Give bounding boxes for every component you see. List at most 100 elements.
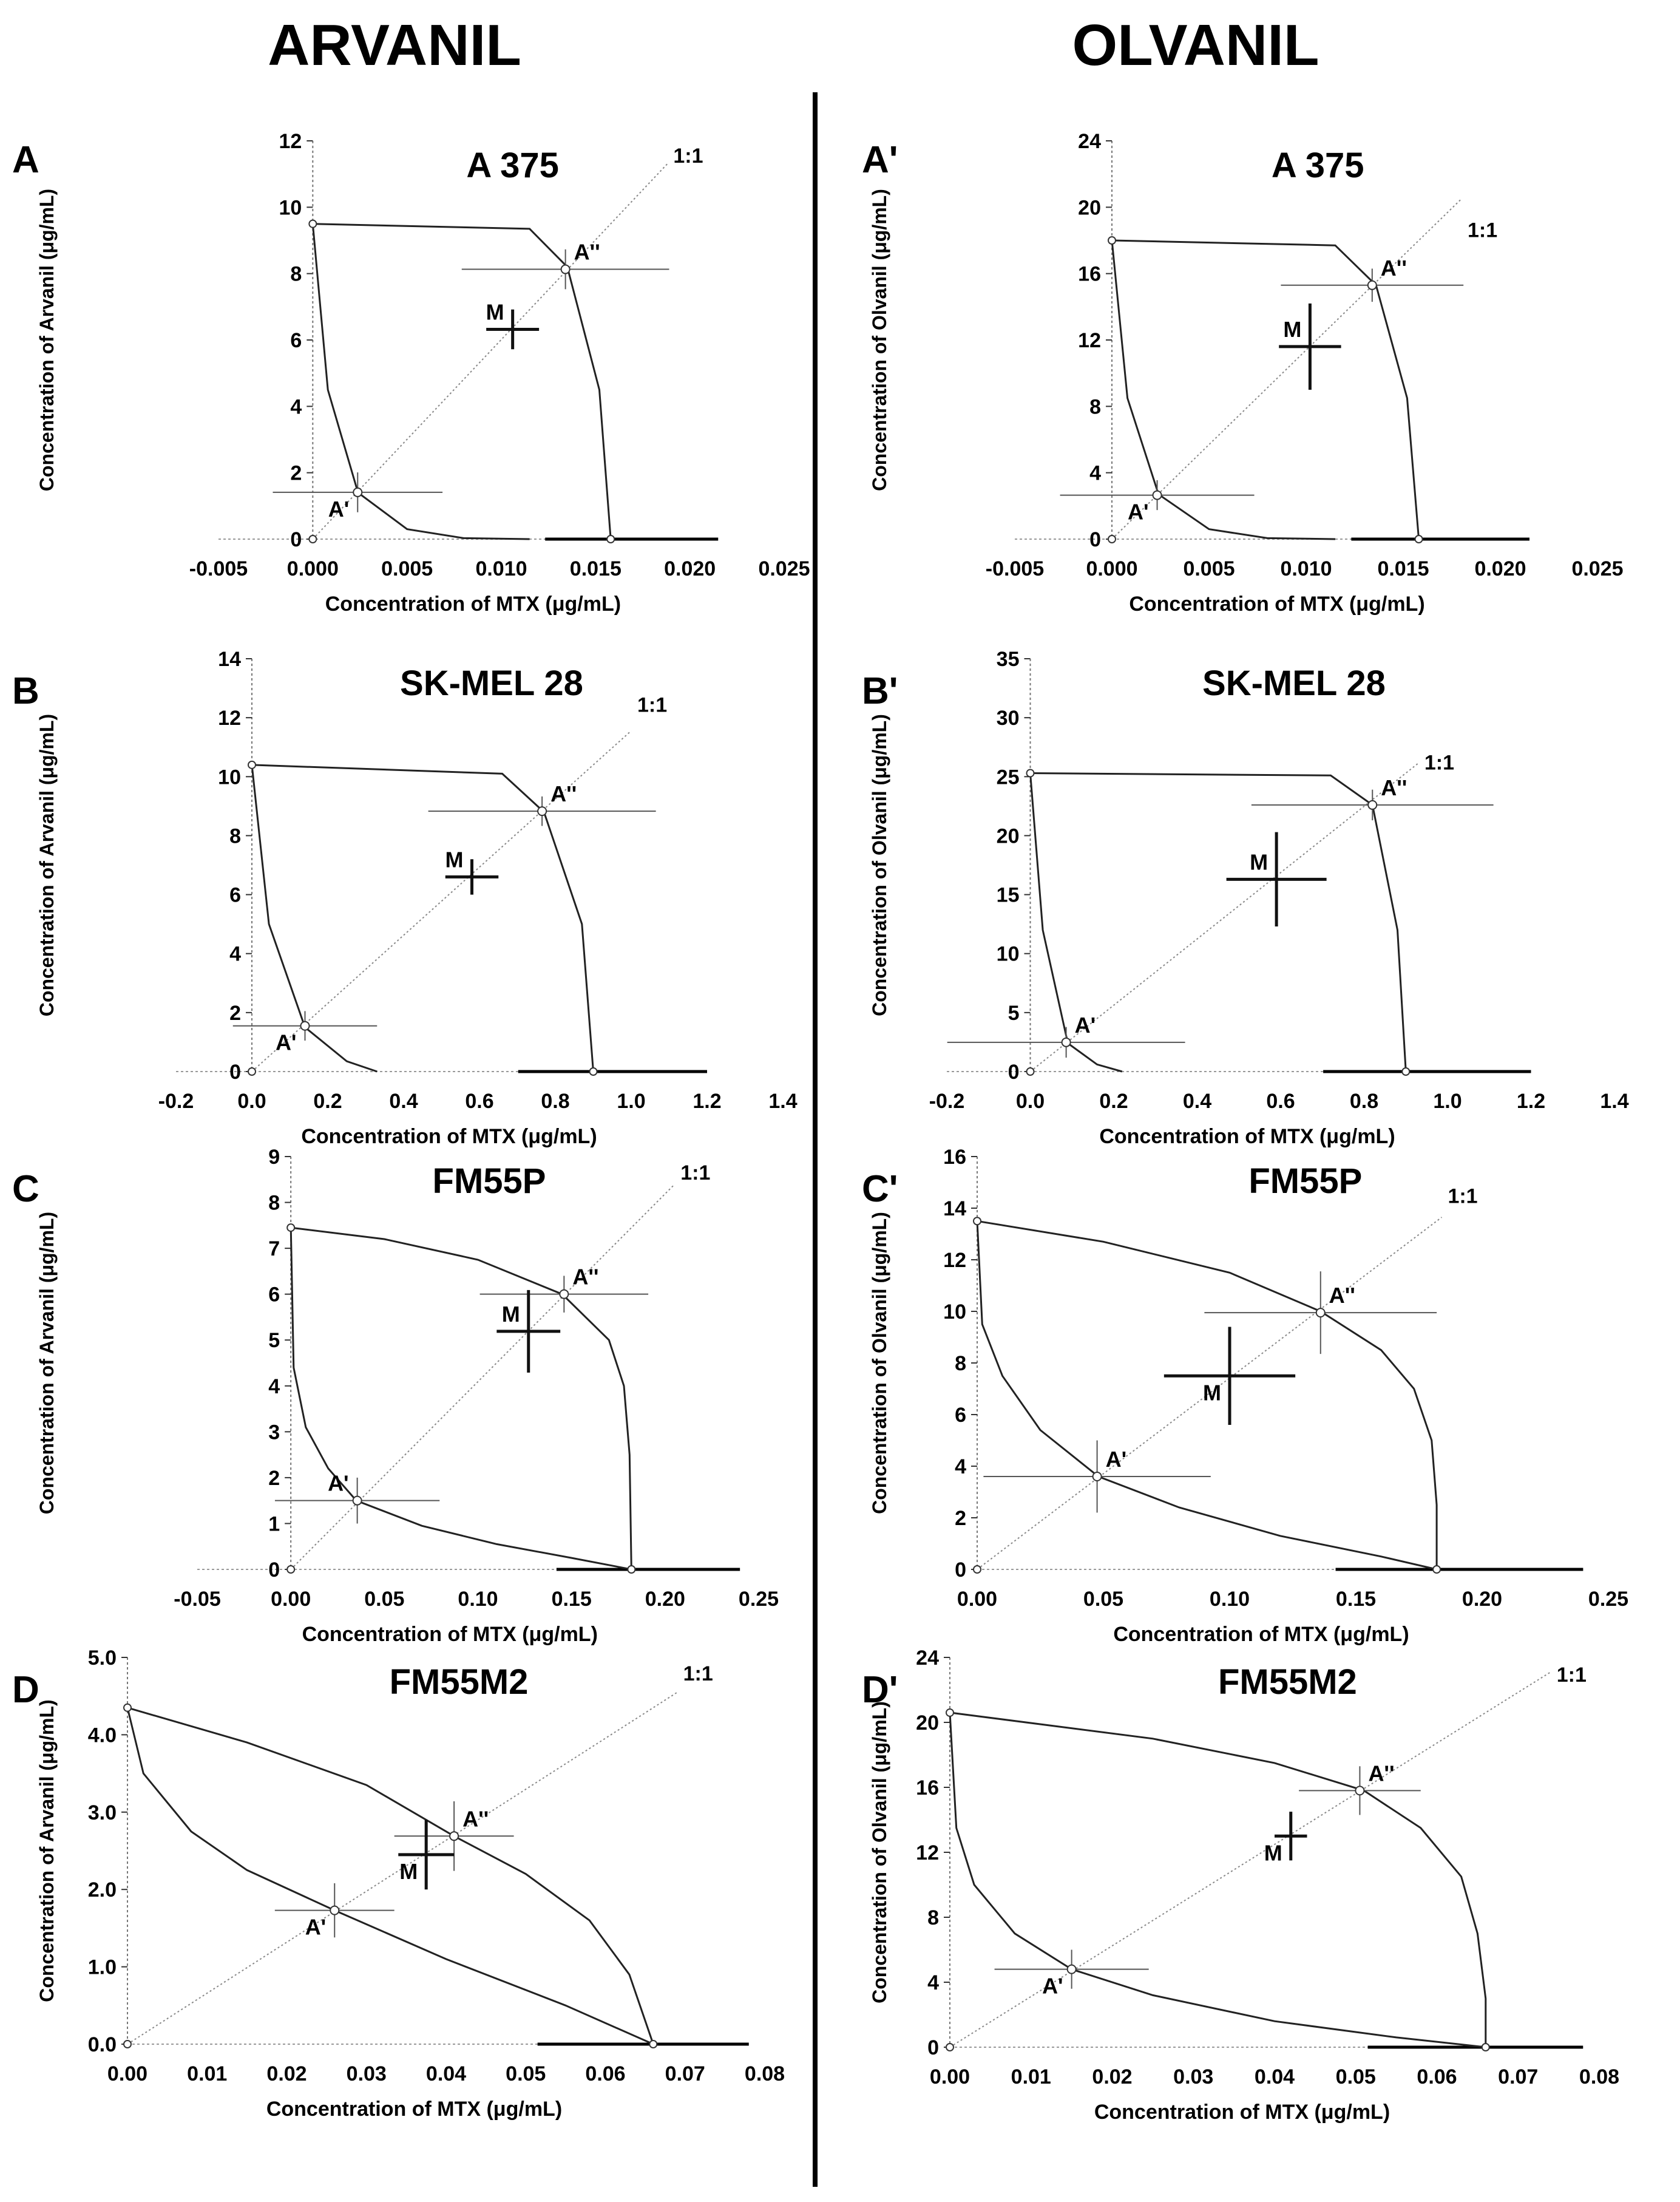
y-tick-label: 16 <box>916 1776 939 1799</box>
x-tick-label: 1.0 <box>617 1090 645 1113</box>
x-axis-title: Concentration of MTX (μg/mL) <box>1129 593 1424 616</box>
data-point <box>559 1289 569 1299</box>
x-tick-label: 0.07 <box>1498 2065 1538 2088</box>
x-tick-label: 0.25 <box>1588 1588 1628 1611</box>
x-axis-title: Concentration of MTX (μg/mL) <box>325 593 621 616</box>
y-tick-label: 14 <box>218 648 241 671</box>
x-tick-label: 0.00 <box>107 2062 147 2085</box>
column-divider <box>813 92 818 2187</box>
point-label: A' <box>328 1471 349 1496</box>
ed50-arvanil-point <box>123 1703 132 1712</box>
x-tick-label: 0.015 <box>570 557 622 580</box>
panel-label: B' <box>862 670 898 712</box>
x-tick-label: 0.000 <box>287 557 339 580</box>
point-label: M <box>1283 317 1301 342</box>
y-tick-label: 9 <box>268 1146 280 1169</box>
x-tick-label: 0.15 <box>552 1588 592 1611</box>
y-tick-label: 3 <box>268 1421 280 1444</box>
x-tick-label: 0.01 <box>1011 2065 1051 2088</box>
chart-title: SK-MEL 28 <box>400 664 583 703</box>
additivity-isobole-upper <box>977 1220 1438 1569</box>
y-tick-label: 0 <box>955 1558 966 1582</box>
origin-point <box>1026 1067 1035 1076</box>
point-label: A'' <box>1381 775 1407 800</box>
y-tick-label: 12 <box>916 1841 939 1864</box>
chart-panel-6: C' FM55P 0 2 4 6 8 10 12 14 16 0.00 0.05 0.10 0.15 0.20… <box>862 1146 1628 1646</box>
ed50-arvanil-point <box>308 219 317 228</box>
x-tick-label: 0.025 <box>1571 557 1623 580</box>
x-tick-label: 0.04 <box>1255 2065 1295 2088</box>
point-label: M <box>486 300 504 325</box>
x-tick-label: 0.6 <box>465 1090 493 1113</box>
y-axis-title: Concentration of Arvanil (μg/mL) <box>36 1699 58 2002</box>
x-tick-label: 0.005 <box>1183 557 1235 580</box>
y-tick-label: 2 <box>268 1467 280 1490</box>
x-tick-label: 0.05 <box>364 1588 404 1611</box>
x-tick-label: 0.10 <box>458 1588 498 1611</box>
ed50-mtx-point <box>1481 2043 1490 2051</box>
y-tick-label: 4 <box>927 1971 939 1994</box>
ratio-line <box>949 1671 1551 2048</box>
y-tick-label: 1.0 <box>88 1956 117 1979</box>
panel-label: C' <box>862 1168 898 1210</box>
x-tick-label: 0.020 <box>1474 557 1526 580</box>
y-tick-label: 6 <box>268 1283 280 1307</box>
x-tick-label: 0.6 <box>1266 1090 1295 1113</box>
point-label: A' <box>1042 1974 1063 1999</box>
y-tick-label: 8 <box>927 1906 939 1929</box>
additivity-isobole-upper <box>127 1707 654 2045</box>
y-tick-label: 30 <box>997 707 1020 730</box>
y-tick-label: 8 <box>290 263 302 286</box>
panel-label: C <box>12 1168 39 1210</box>
y-tick-label: 6 <box>229 884 241 907</box>
chart-panel-2: A' A 375 0 4 8 12 16 20 24 -0.005 0.000 0.005 0.010 0… <box>862 130 1624 616</box>
y-tick-label: 0 <box>268 1558 280 1582</box>
origin-point <box>308 535 317 543</box>
x-tick-label: 0.2 <box>1099 1090 1128 1113</box>
chart-title: FM55M2 <box>390 1662 529 1702</box>
ratio-label: 1:1 <box>680 1161 710 1184</box>
point-label: A'' <box>1368 1761 1394 1786</box>
y-tick-label: 35 <box>997 648 1020 671</box>
y-tick-label: 10 <box>279 196 302 219</box>
x-tick-label: 1.2 <box>693 1090 721 1113</box>
additivity-isobole-lower <box>126 1707 654 2045</box>
x-tick-label: 0.010 <box>1280 557 1332 580</box>
origin-point <box>1108 535 1116 543</box>
point-label: A'' <box>1329 1283 1355 1308</box>
ed50-arvanil-point <box>946 1708 954 1717</box>
ed50-arvanil-point <box>973 1217 981 1226</box>
chart-title: FM55P <box>1248 1161 1362 1201</box>
chart-panel-7: D FM55M2 0.0 1.0 2.0 3.0 4.0 5.0 0.00 0.01 0.02 0.0… <box>12 1646 785 2121</box>
ed50-arvanil-point <box>286 1223 296 1232</box>
x-axis-title: Concentration of MTX (μg/mL) <box>266 2098 562 2121</box>
x-axis-title: Concentration of MTX (μg/mL) <box>1094 2101 1390 2124</box>
x-tick-label: 0.10 <box>1210 1588 1250 1611</box>
y-axis-title: Concentration of Arvanil (μg/mL) <box>36 189 58 491</box>
y-tick-label: 25 <box>997 766 1020 789</box>
point-label: M <box>1250 849 1268 874</box>
olvanil-column-title: OLVANIL <box>1072 13 1319 78</box>
data-point <box>1152 490 1162 500</box>
y-tick-label: 5 <box>268 1329 280 1352</box>
ratio-label: 1:1 <box>637 693 667 716</box>
ratio-label: 1:1 <box>1424 752 1454 775</box>
ed50-arvanil-point <box>248 760 256 769</box>
y-axis-title: Concentration of Olvanil (μg/mL) <box>869 189 890 491</box>
y-tick-label: 0 <box>1089 528 1101 551</box>
x-axis-title: Concentration of MTX (μg/mL) <box>301 1125 597 1148</box>
y-tick-label: 10 <box>997 943 1020 966</box>
y-tick-label: 12 <box>279 130 302 153</box>
x-tick-label: 0.06 <box>1417 2065 1457 2088</box>
y-tick-label: 20 <box>1078 196 1101 219</box>
y-tick-label: 2.0 <box>88 1878 117 1901</box>
ratio-label: 1:1 <box>1468 219 1497 242</box>
ed50-mtx-point <box>1414 535 1423 543</box>
x-tick-label: 0.03 <box>1173 2065 1213 2088</box>
additivity-isobole-upper <box>949 1711 1487 2047</box>
x-tick-label: 1.4 <box>768 1090 797 1113</box>
data-point <box>1315 1308 1326 1318</box>
ratio-line <box>290 1184 675 1570</box>
ratio-line <box>312 163 668 540</box>
arvanil-column-title: ARVANIL <box>268 13 521 78</box>
